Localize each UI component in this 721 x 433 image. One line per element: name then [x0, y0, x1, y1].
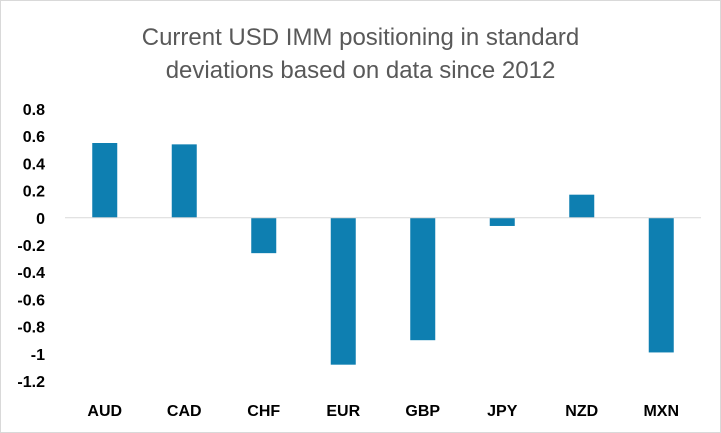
x-tick-label: CHF [247, 403, 280, 420]
x-tick-label: MXN [643, 403, 679, 420]
chart-title: Current USD IMM positioning in standard … [1, 21, 720, 87]
y-tick-label: 0 [36, 211, 45, 228]
bar-gbp [410, 217, 436, 341]
bar-eur [330, 217, 356, 365]
chart-title-line-2: deviations based on data since 2012 [165, 57, 556, 84]
y-tick-label: -0.2 [17, 238, 45, 255]
y-tick-label: 0.2 [23, 184, 45, 201]
bar-mxn [648, 217, 674, 353]
bar-chf [251, 217, 277, 254]
y-tick-label: -0.6 [17, 292, 45, 309]
y-tick-label: -1.2 [17, 374, 45, 391]
x-tick-label: GBP [405, 403, 440, 420]
x-tick-label: NZD [565, 403, 598, 420]
y-tick-label: 0.4 [23, 156, 45, 173]
x-tick-label: CAD [167, 403, 202, 420]
y-tick-label: -0.8 [17, 320, 45, 337]
y-tick-label: 0.8 [23, 102, 45, 119]
bar-cad [171, 144, 197, 218]
x-tick-label: JPY [487, 403, 518, 420]
x-tick-label: EUR [326, 403, 360, 420]
bar-jpy [489, 217, 515, 226]
bar-aud [92, 143, 118, 218]
x-tick-label: AUD [87, 403, 122, 420]
bar-nzd [569, 194, 595, 218]
y-tick-label: -1 [31, 347, 45, 364]
y-tick-label: -0.4 [17, 265, 45, 282]
chart-title-line-1: Current USD IMM positioning in standard [141, 24, 580, 51]
y-tick-label: 0.6 [23, 129, 45, 146]
